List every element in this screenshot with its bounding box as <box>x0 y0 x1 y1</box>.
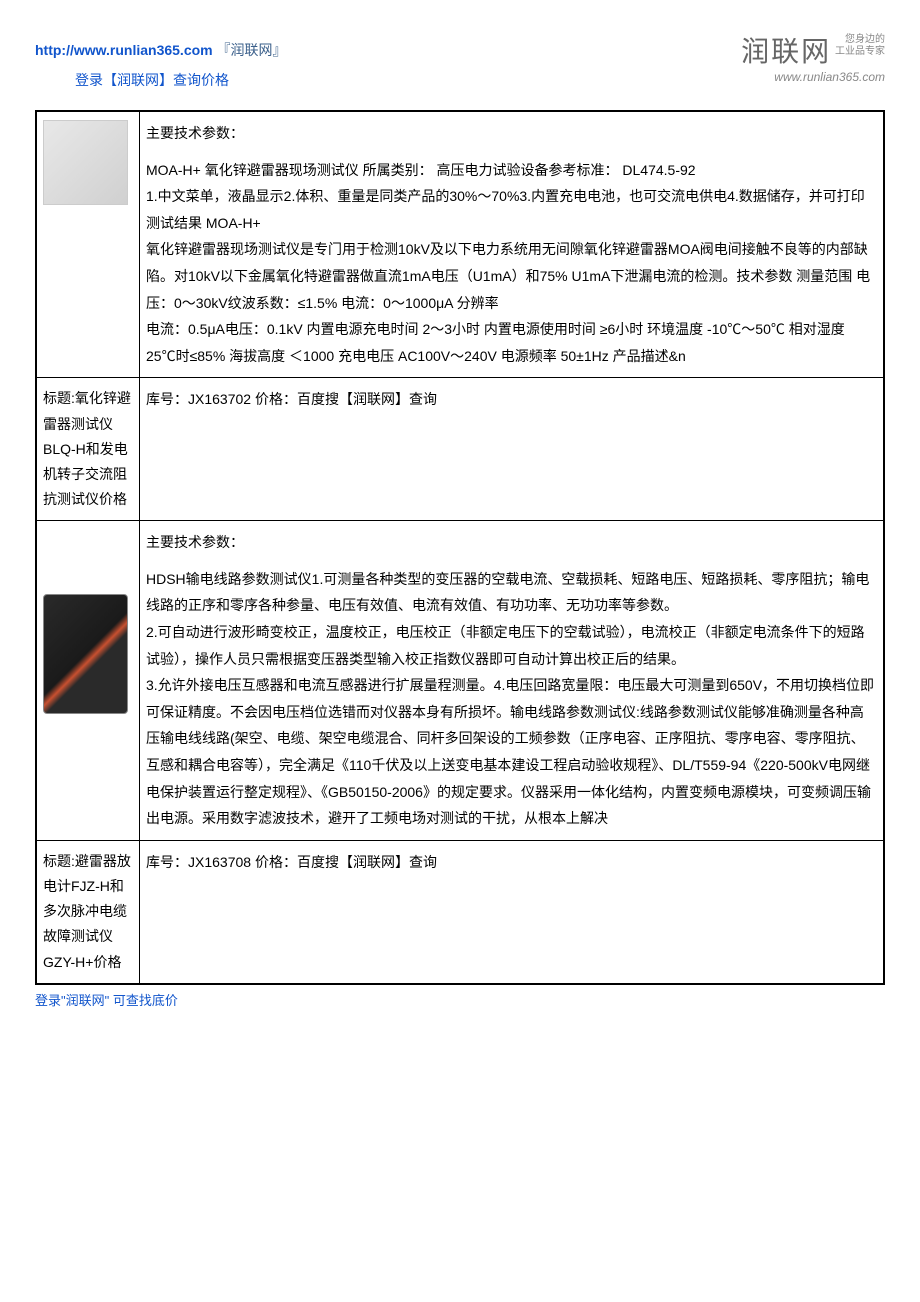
title-cell-1: 标题:氧化锌避雷器测试仪BLQ-H和发电机转子交流阻抗测试仪价格 <box>36 378 140 521</box>
login-link[interactable]: 登录【润联网】查询价格 <box>75 70 229 90</box>
table-row: 标题:避雷器放电计FJZ-H和多次脉冲电缆故障测试仪GZY-H+价格 库号：JX… <box>36 840 884 983</box>
header: http://www.runlian365.com 『润联网』 登录【润联网】查… <box>35 40 885 90</box>
content-cell-1: 主要技术参数： MOA-H+ 氧化锌避雷器现场测试仪 所属类别： 高压电力试验设… <box>140 111 885 378</box>
spec-body-1a: MOA-H+ 氧化锌避雷器现场测试仪 所属类别： 高压电力试验设备参考标准： D… <box>146 157 877 184</box>
logo-tagline-2: 工业品专家 <box>835 46 885 57</box>
spec-body-2c: 3.允许外接电压互感器和电流互感器进行扩展量程测量。4.电压回路宽量限：电压最大… <box>146 672 877 832</box>
table-row: 主要技术参数： MOA-H+ 氧化锌避雷器现场测试仪 所属类别： 高压电力试验设… <box>36 111 884 378</box>
footer-link[interactable]: 登录"润联网" 可查找底价 <box>35 990 885 1009</box>
spec-body-1c: 氧化锌避雷器现场测试仪是专门用于检测10kV及以下电力系统用无间隙氧化锌避雷器M… <box>146 236 877 316</box>
sku-cell-2: 库号：JX163708 价格：百度搜【润联网】查询 <box>140 840 885 983</box>
logo: 润联网 您身边的 工业品专家 www.runlian365.com <box>741 30 885 84</box>
spec-body-2b: 2.可自动进行波形畸变校正，温度校正，电压校正（非额定电压下的空载试验），电流校… <box>146 619 877 672</box>
logo-url: www.runlian365.com <box>741 70 885 84</box>
product-image-1 <box>43 120 128 205</box>
spec-body-1b: 1.中文菜单，液晶显示2.体积、重量是同类产品的30%～70%3.内置充电电池，… <box>146 183 877 236</box>
header-site-name: 『润联网』 <box>217 42 287 58</box>
table-row: 标题:氧化锌避雷器测试仪BLQ-H和发电机转子交流阻抗测试仪价格 库号：JX16… <box>36 378 884 521</box>
logo-main: 润联网 <box>741 37 831 68</box>
main-content-table: 主要技术参数： MOA-H+ 氧化锌避雷器现场测试仪 所属类别： 高压电力试验设… <box>35 110 885 985</box>
product-image-2 <box>43 594 128 714</box>
sku-cell-1: 库号：JX163702 价格：百度搜【润联网】查询 <box>140 378 885 521</box>
header-url[interactable]: http://www.runlian365.com <box>35 42 213 58</box>
title-cell-2: 标题:避雷器放电计FJZ-H和多次脉冲电缆故障测试仪GZY-H+价格 <box>36 840 140 983</box>
table-row: 主要技术参数： HDSH输电线路参数测试仪1.可测量各种类型的变压器的空载电流、… <box>36 521 884 841</box>
spec-heading-2: 主要技术参数： <box>146 529 877 556</box>
logo-tagline-1: 您身边的 <box>845 34 885 45</box>
content-cell-2: 主要技术参数： HDSH输电线路参数测试仪1.可测量各种类型的变压器的空载电流、… <box>140 521 885 841</box>
image-cell-2 <box>36 521 140 841</box>
spec-heading-1: 主要技术参数： <box>146 120 877 147</box>
spec-body-2a: HDSH输电线路参数测试仪1.可测量各种类型的变压器的空载电流、空载损耗、短路电… <box>146 566 877 619</box>
image-cell <box>36 111 140 378</box>
spec-body-1d: 电流：0.5μA电压：0.1kV 内置电源充电时间 2～3小时 内置电源使用时间… <box>146 316 877 369</box>
